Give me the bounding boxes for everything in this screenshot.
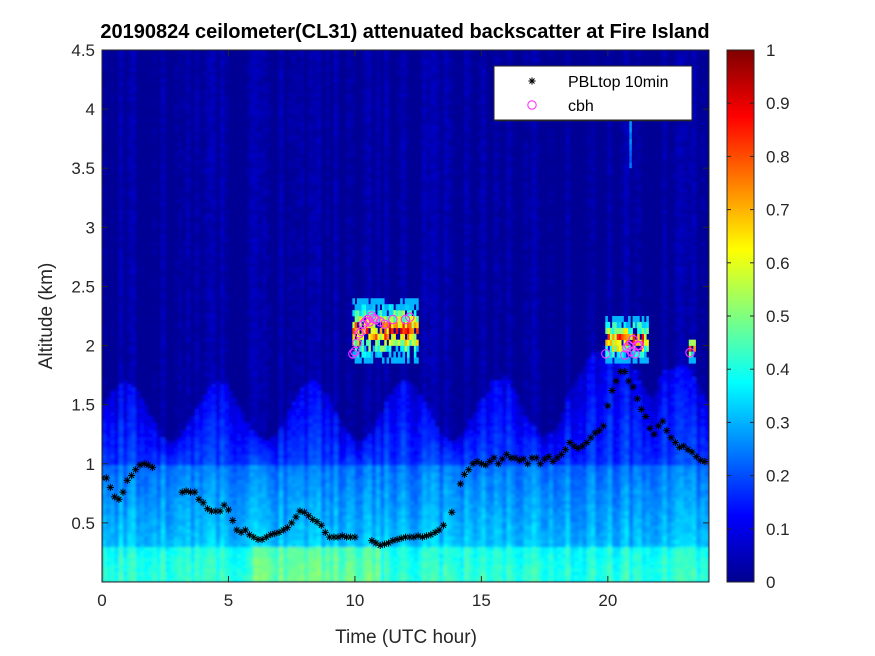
pbl-point [128, 472, 135, 479]
y-tick-label: 0.5 [71, 514, 95, 533]
legend-label-pbltop: PBLtop 10min [568, 74, 669, 91]
pbl-point [225, 506, 232, 513]
pbl-point [609, 387, 616, 394]
pbl-point [217, 507, 224, 514]
y-tick-label: 2.5 [71, 277, 95, 296]
x-tick-label: 20 [598, 591, 617, 610]
x-tick-label: 0 [97, 591, 106, 610]
x-axis-label: Time (UTC hour) [335, 627, 477, 648]
chart-title: 20190824 ceilometer(CL31) attenuated bac… [100, 21, 709, 43]
pbl-point [229, 517, 236, 524]
colorbar-tick-label: 0.5 [766, 307, 790, 326]
pbl-point [566, 439, 573, 446]
colorbar-tick-label: 0.1 [766, 520, 790, 539]
colorbar-tick-label: 0.2 [766, 467, 790, 486]
pbl-point [313, 518, 320, 525]
legend-asterisk-icon [528, 77, 535, 84]
high-streak [629, 127, 632, 133]
high-streak [629, 121, 632, 127]
pbl-point [465, 466, 472, 473]
pbl-point [103, 474, 110, 481]
colorbar-tick-label: 1 [766, 41, 775, 60]
y-tick-label: 2 [86, 337, 95, 356]
pbl-point [638, 406, 645, 413]
y-tick-label: 4.5 [71, 41, 95, 60]
plot-area: 0 5 10 15 20 0.5 1 1.5 2 2.5 3 3.5 4 4.5 [71, 41, 709, 610]
colorbar-tick-label: 0.6 [766, 254, 790, 273]
x-tick-label: 5 [224, 591, 233, 610]
y-tick-label: 3.5 [71, 159, 95, 178]
high-streak [629, 150, 632, 156]
pbl-point [600, 422, 607, 429]
pbl-point [646, 425, 653, 432]
high-streak [629, 139, 632, 145]
x-tick-label: 10 [345, 591, 364, 610]
legend: PBLtop 10min cbh [494, 66, 692, 121]
y-tick-label: 1 [86, 455, 95, 474]
high-streak [629, 156, 632, 162]
pbl-point [351, 533, 358, 540]
pbl-point [301, 509, 308, 516]
colorbar-tick-label: 0.9 [766, 94, 790, 113]
y-tick-label: 4 [86, 100, 95, 119]
pbl-point [562, 446, 569, 453]
pbl-point [659, 418, 666, 425]
x-tick-label: 15 [472, 591, 491, 610]
pbl-point [524, 460, 531, 467]
high-streak [629, 133, 632, 139]
colorbar-tick-label: 0 [766, 573, 775, 592]
pbl-point [680, 442, 687, 449]
legend-label-cbh: cbh [568, 98, 594, 115]
pbl-point [149, 464, 156, 471]
pbl-point [604, 402, 611, 409]
y-axis-label: Altitude (km) [36, 263, 57, 370]
pbl-point [292, 513, 299, 520]
colorbar-tick-label: 0.7 [766, 201, 790, 220]
high-streak [629, 162, 632, 168]
pbl-point [621, 368, 628, 375]
colorbar-tick-label: 0.3 [766, 413, 790, 432]
pbl-point [490, 454, 497, 461]
colorbar-tick-label: 0.4 [766, 360, 790, 379]
pbl-point [119, 489, 126, 496]
pbl-point [107, 484, 114, 491]
y-tick-label: 3 [86, 218, 95, 237]
high-streak [629, 145, 632, 151]
pbl-point [554, 454, 561, 461]
pbl-point [200, 499, 207, 506]
colorbar: 0 0.1 0.2 0.3 0.4 0.5 0.6 0.7 0.8 0.9 1 [727, 41, 790, 592]
y-tick-label: 1.5 [71, 396, 95, 415]
pbl-point [533, 454, 540, 461]
pbl-point [663, 427, 670, 434]
pbl-point [191, 489, 198, 496]
pbl-point [630, 383, 637, 390]
pbl-point [579, 442, 586, 449]
colorbar-tick-label: 0.8 [766, 147, 790, 166]
colorbar-gradient [727, 50, 754, 582]
